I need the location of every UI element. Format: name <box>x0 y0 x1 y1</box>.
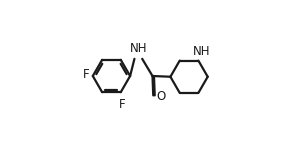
Text: NH: NH <box>130 42 147 55</box>
Text: O: O <box>156 90 166 103</box>
Text: NH: NH <box>193 45 210 58</box>
Text: F: F <box>82 68 89 81</box>
Text: F: F <box>119 98 126 111</box>
